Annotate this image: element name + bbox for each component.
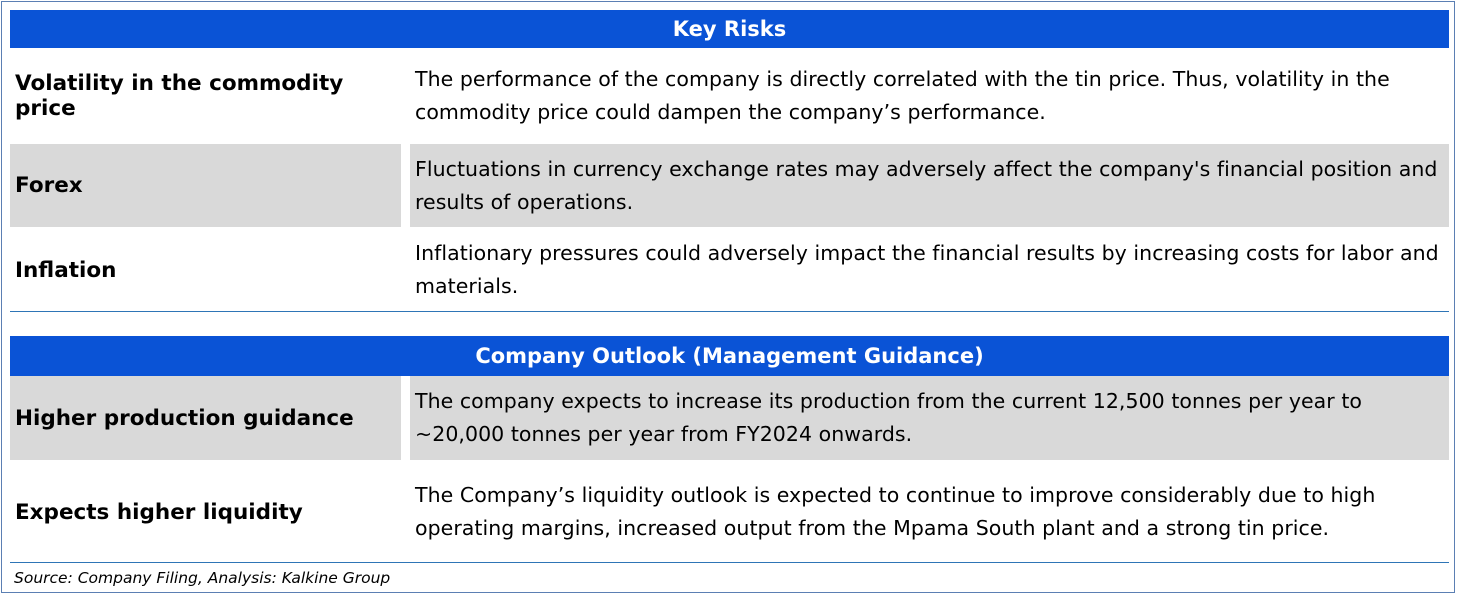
- outlook-label-production: Higher production guidance: [10, 376, 401, 460]
- risk-label-forex: Forex: [10, 144, 401, 227]
- footer-divider: [10, 562, 1449, 563]
- company-outlook-header: Company Outlook (Management Guidance): [10, 336, 1449, 376]
- outlook-text-liquidity: The Company’s liquidity outlook is expec…: [415, 483, 1376, 540]
- outlook-text-production: The company expects to increase its prod…: [410, 376, 1449, 460]
- risk-label-commodity: Volatility in the commodity price: [15, 71, 344, 121]
- risk-text-inflation: Inflationary pressures could adversely i…: [415, 241, 1439, 298]
- risk-text-forex: Fluctuations in currency exchange rates …: [410, 144, 1449, 227]
- source-note: Source: Company Filing, Analysis: Kalkin…: [14, 569, 391, 587]
- key-risks-header: Key Risks: [10, 10, 1449, 48]
- risk-label-inflation: Inflation: [15, 257, 117, 283]
- risk-text-commodity: The performance of the company is direct…: [415, 67, 1390, 124]
- outlook-label-liquidity: Expects higher liquidity: [15, 499, 303, 525]
- section-divider: [10, 311, 1449, 312]
